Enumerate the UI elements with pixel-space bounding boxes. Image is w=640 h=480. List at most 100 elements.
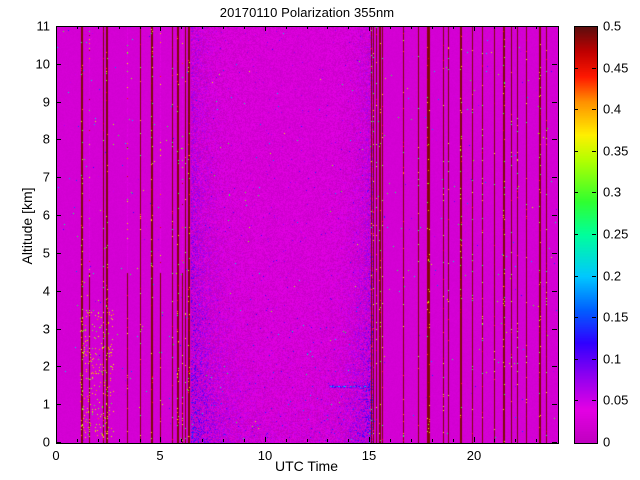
x-tick-minor [494, 439, 495, 442]
y-tick-label: 2 [42, 358, 50, 374]
x-tick-label: 10 [257, 448, 273, 463]
x-tick-minor-top [327, 26, 328, 29]
colorbar-tick-left [574, 68, 578, 69]
x-tick-major-top [160, 26, 161, 31]
y-tick-label: 4 [42, 283, 50, 299]
y-tick-major-right [552, 442, 557, 443]
y-tick-label: 10 [35, 56, 50, 72]
colorbar-tick-label: 0.05 [603, 392, 629, 408]
colorbar-tick-left [574, 400, 578, 401]
colorbar-tick-label: 0.1 [603, 351, 622, 367]
x-tick-major-top [474, 26, 475, 31]
x-axis-label: UTC Time [275, 458, 338, 474]
x-tick-minor-top [536, 26, 537, 29]
colorbar-tick-label: 0.4 [603, 101, 622, 117]
heatmap-axes [56, 26, 559, 444]
x-tick-minor-top [77, 26, 78, 29]
colorbar-tick-label: 0 [603, 434, 611, 450]
x-tick-label: 15 [361, 448, 377, 463]
y-tick-major [56, 442, 61, 443]
x-tick-major-top [369, 26, 370, 31]
colorbar-tick-right [592, 151, 596, 152]
x-tick-minor [77, 439, 78, 442]
x-tick-minor-top [390, 26, 391, 29]
y-tick-major-right [552, 177, 557, 178]
y-tick-major [56, 366, 61, 367]
y-tick-major [56, 139, 61, 140]
y-tick-label: 9 [42, 94, 50, 110]
y-tick-label: 8 [42, 131, 50, 147]
colorbar-tick-right [592, 359, 596, 360]
x-tick-minor-top [223, 26, 224, 29]
colorbar-tick-left [574, 192, 578, 193]
x-tick-minor-top [181, 26, 182, 29]
y-tick-label: 1 [42, 396, 50, 412]
y-tick-major-right [552, 26, 557, 27]
x-tick-major [265, 437, 266, 442]
x-tick-label: 5 [156, 448, 164, 463]
x-tick-minor [307, 439, 308, 442]
x-tick-minor-top [286, 26, 287, 29]
y-tick-major [56, 177, 61, 178]
x-tick-major [160, 437, 161, 442]
heatmap-image [57, 27, 558, 443]
y-tick-major [56, 26, 61, 27]
y-tick-label: 6 [42, 207, 50, 223]
x-tick-minor [515, 439, 516, 442]
x-tick-minor-top [140, 26, 141, 29]
colorbar-tick-left [574, 234, 578, 235]
x-tick-minor [119, 439, 120, 442]
x-tick-minor-top [494, 26, 495, 29]
x-tick-minor-top [307, 26, 308, 29]
y-tick-major-right [552, 253, 557, 254]
y-tick-label: 3 [42, 321, 50, 337]
x-tick-minor [140, 439, 141, 442]
colorbar-tick-left [574, 151, 578, 152]
y-tick-major [56, 253, 61, 254]
x-tick-minor [390, 439, 391, 442]
y-tick-major-right [552, 291, 557, 292]
colorbar-tick-label: 0.3 [603, 184, 622, 200]
x-tick-minor-top [432, 26, 433, 29]
x-tick-label: 0 [52, 448, 60, 463]
y-tick-major [56, 329, 61, 330]
colorbar-tick-right [592, 192, 596, 193]
x-tick-major [474, 437, 475, 442]
colorbar-tick-label: 0.2 [603, 268, 622, 284]
x-tick-minor-top [244, 26, 245, 29]
x-tick-minor [223, 439, 224, 442]
y-tick-label: 0 [42, 434, 50, 450]
colorbar-tick-right [592, 234, 596, 235]
y-tick-major [56, 102, 61, 103]
y-tick-label: 11 [36, 18, 51, 34]
x-tick-major [369, 437, 370, 442]
x-tick-minor [348, 439, 349, 442]
page-title: 20170110 Polarization 355nm [219, 5, 395, 20]
colorbar-tick-label: 0.35 [603, 143, 629, 159]
colorbar-tick-right [592, 317, 596, 318]
y-tick-major [56, 215, 61, 216]
colorbar-tick-label: 0.15 [603, 309, 629, 325]
colorbar [574, 26, 598, 444]
x-tick-minor [536, 439, 537, 442]
y-tick-major [56, 404, 61, 405]
y-tick-major-right [552, 139, 557, 140]
colorbar-tick-left [574, 109, 578, 110]
x-tick-minor-top [119, 26, 120, 29]
colorbar-tick-right [592, 276, 596, 277]
colorbar-tick-left [574, 276, 578, 277]
y-tick-major-right [552, 329, 557, 330]
colorbar-tick-label: 0.45 [603, 60, 629, 76]
y-tick-label: 5 [42, 245, 50, 261]
x-tick-label: 20 [466, 448, 482, 463]
y-tick-major-right [552, 404, 557, 405]
colorbar-tick-right [592, 400, 596, 401]
x-tick-major-top [56, 26, 57, 31]
colorbar-tick-left [574, 359, 578, 360]
x-tick-minor-top [411, 26, 412, 29]
x-tick-minor [286, 439, 287, 442]
x-tick-minor-top [202, 26, 203, 29]
y-tick-label: 7 [42, 169, 50, 185]
y-tick-major [56, 64, 61, 65]
